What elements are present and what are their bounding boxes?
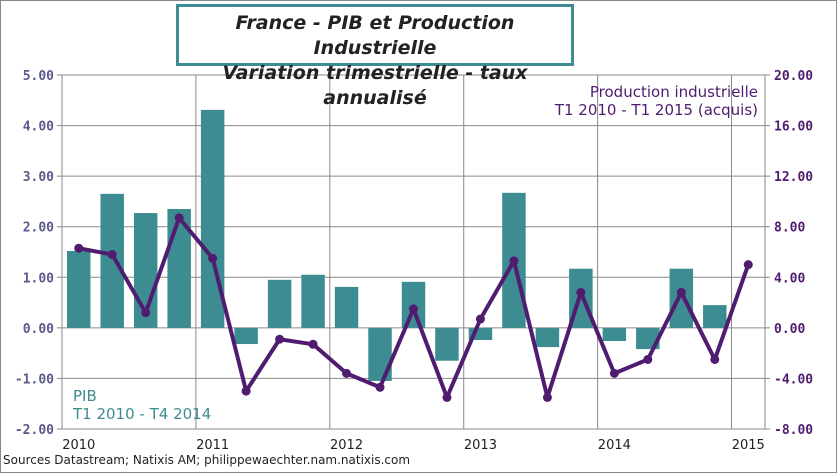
pib-bar [368,327,392,381]
left-axis-tick-label: 5.00 [23,69,54,84]
production-point [542,392,552,402]
right-axis-tick-label: 8.00 [774,221,805,236]
pib-bar [334,286,359,328]
production-point [509,256,519,266]
right-axis-tick-label: -4.00 [774,372,813,387]
right-axis-tick-label: 4.00 [774,271,805,286]
x-axis-tick-label: 2015 [732,438,765,453]
pib-bar [267,279,292,328]
pib-bar [703,305,727,328]
left-axis-tick-label: 4.00 [23,120,54,135]
right-axis-tick-label: 12.00 [774,170,813,185]
left-axis-tick-label: -2.00 [15,423,54,438]
production-point [275,334,285,344]
production-point [643,354,653,364]
pib-label: PIB [73,387,97,405]
production-point [342,368,352,378]
production-point [710,354,720,364]
production-point [174,213,184,223]
x-axis-tick-label: 2012 [330,438,363,453]
production-point [74,243,84,253]
pib-bar [669,268,694,328]
pib-bar [234,327,258,345]
pib-range-label: T1 2010 - T4 2014 [72,405,211,423]
production-point [409,304,418,314]
x-axis-tick-label: 2010 [62,438,95,453]
pib-bar [67,250,91,328]
production-point [241,386,251,396]
production-point [208,253,218,263]
left-axis-tick-label: -1.00 [15,372,54,387]
chart-title-box: France - PIB et Production Industrielle … [176,4,574,109]
left-axis-tick-label: 1.00 [23,271,54,286]
production-point [609,368,619,378]
pib-bar [200,109,225,328]
production-label: Production industrielle [590,83,758,101]
right-axis-tick-label: 20.00 [774,69,813,84]
production-point [308,339,318,349]
production-point [475,314,485,324]
production-point [141,308,151,318]
production-point [107,250,117,260]
pib-bar [100,193,124,328]
production-point [375,382,385,392]
chart-subtitle: Variation trimestrielle - taux annualisé [222,62,528,109]
left-axis-tick-label: 0.00 [23,322,54,337]
source-note: Sources Datastream; Natixis AM; philippe… [3,453,411,467]
pib-bar [435,327,459,361]
pib-bar [602,327,627,342]
pib-bar [301,274,325,328]
left-axis-tick-label: 3.00 [23,170,54,185]
production-point [442,392,452,402]
right-axis-tick-label: 16.00 [774,120,813,135]
pib-bar [535,327,560,348]
production-point [676,287,686,297]
production-point [576,287,586,297]
x-axis-tick-label: 2011 [196,438,229,453]
left-axis-tick-label: 2.00 [23,221,54,236]
right-axis-tick-label: -8.00 [774,423,813,438]
x-axis-tick-label: 2014 [598,438,631,453]
production-point [743,260,753,270]
production-range-label: T1 2010 - T1 2015 (acquis) [554,101,758,119]
x-axis-tick-label: 2013 [464,438,497,453]
right-axis-tick-label: 0.00 [774,322,805,337]
chart-title: France - PIB et Production Industrielle [235,12,515,59]
